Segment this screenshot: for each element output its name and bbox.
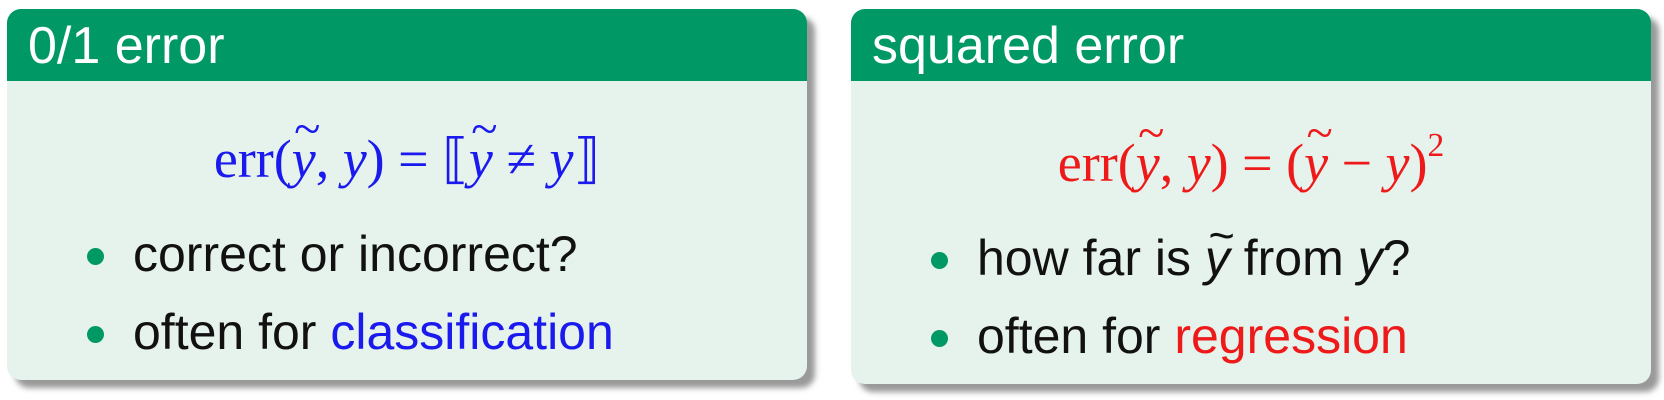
formula-squared-error: err(y, y) = (y − y)2	[851, 105, 1651, 194]
block-zero-one-error: 0/1 error err(y, y) = ⟦y ≠ y⟧ correct or…	[7, 9, 807, 380]
formula-operator: ≠	[506, 129, 536, 189]
bullet-icon	[87, 326, 104, 343]
formula-y-tilde: y	[292, 101, 321, 190]
list-item: often for regression	[851, 306, 1651, 384]
formula-paren-close: )	[1409, 133, 1428, 194]
formula-rhs-y: y	[549, 129, 574, 189]
formula-fn: err	[1057, 133, 1118, 194]
list-item-suffix: ?	[1382, 230, 1411, 286]
formula-exponent: 2	[1427, 127, 1445, 164]
highlight-regression: regression	[1174, 308, 1408, 364]
formula-bracket-close: ⟧	[573, 129, 601, 189]
list-item-prefix: how far is	[977, 230, 1205, 286]
formula-rhs-y-tilde: y	[1304, 105, 1333, 194]
list-item: how far is y from y?	[851, 206, 1651, 306]
formula-fn: err	[213, 129, 274, 189]
inline-y: y	[1357, 230, 1383, 286]
list-item-text: correct or incorrect?	[133, 226, 578, 282]
block-squared-error: squared error err(y, y) = (y − y)2 how f…	[851, 9, 1651, 384]
formula-rhs-y: y	[1385, 133, 1410, 194]
formula-rhs-y-tilde: y	[469, 101, 498, 190]
formula-zero-one-error: err(y, y) = ⟦y ≠ y⟧	[7, 101, 807, 190]
bullet-list: how far is y from y? often for regressio…	[851, 206, 1651, 384]
block-title: squared error	[851, 9, 1651, 81]
inline-y-tilde: y	[1205, 206, 1235, 288]
formula-y: y	[1186, 133, 1211, 194]
bullet-list: correct or incorrect? often for classifi…	[7, 224, 807, 380]
list-item: correct or incorrect?	[7, 224, 807, 302]
formula-operator: −	[1341, 133, 1373, 194]
formula-bracket-open: ⟦	[442, 129, 469, 189]
bullet-icon	[931, 252, 948, 269]
formula-paren-open: (	[1286, 133, 1305, 194]
list-item-middle: from	[1229, 230, 1358, 286]
list-item-prefix: often for	[977, 308, 1175, 364]
block-title: 0/1 error	[7, 9, 807, 81]
formula-y-tilde: y	[1136, 105, 1165, 194]
list-item-prefix: often for	[133, 304, 331, 360]
bullet-icon	[87, 248, 104, 265]
bullet-icon	[931, 330, 948, 347]
list-item: often for classification	[7, 302, 807, 380]
formula-y: y	[342, 129, 367, 189]
highlight-classification: classification	[330, 304, 614, 360]
